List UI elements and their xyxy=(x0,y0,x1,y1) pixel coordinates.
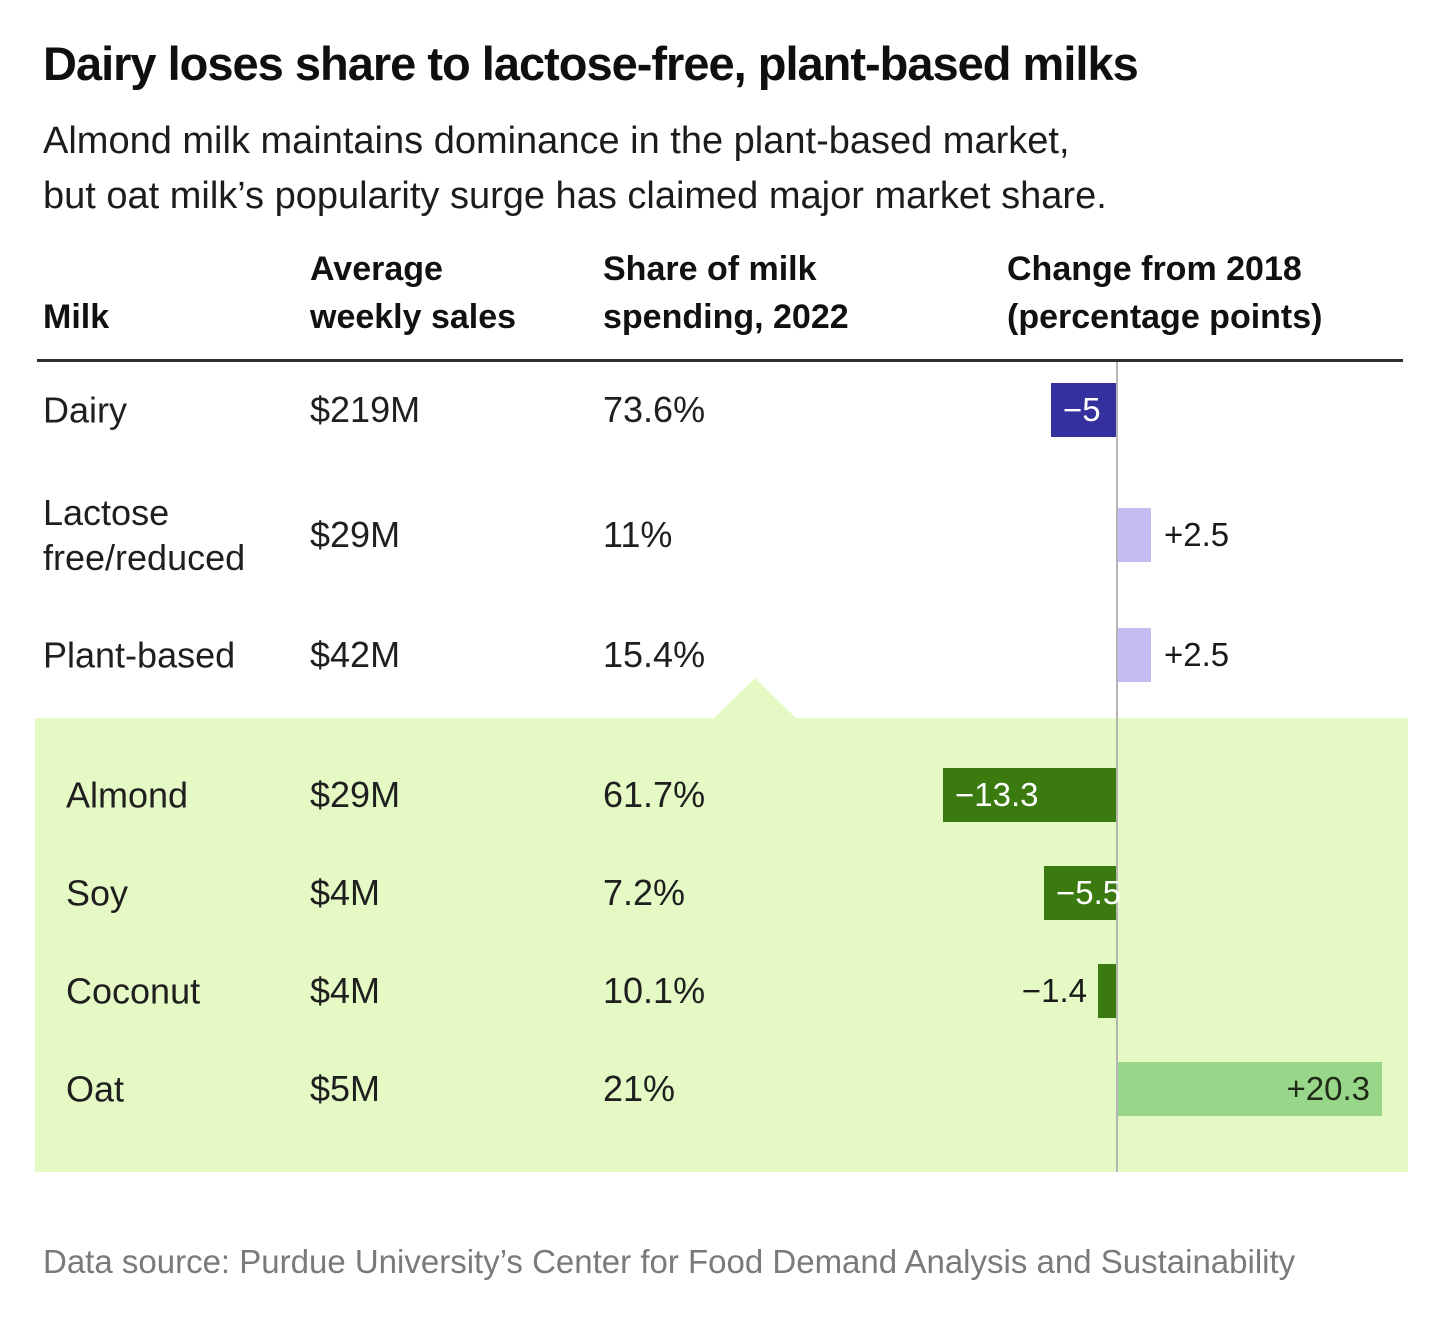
subtitle-line-1: Almond milk maintains dominance in the p… xyxy=(43,120,1070,162)
change-bar-lactose-free: +2.5 xyxy=(1118,508,1229,562)
row-sales: $219M xyxy=(310,389,421,430)
row-sales: $5M xyxy=(310,1068,381,1109)
change-bar-value: +2.5 xyxy=(1164,636,1230,673)
column-header-milk: Milk xyxy=(43,298,110,336)
column-header-share: Share of milk spending, 2022 xyxy=(603,250,849,336)
row-sales: $4M xyxy=(310,970,381,1011)
row-sales: $42M xyxy=(310,634,401,675)
zero-axis-line xyxy=(1116,362,1118,1172)
change-bar-value: +2.5 xyxy=(1164,516,1230,553)
change-bar-value: −1.4 xyxy=(1021,972,1087,1009)
change-bar-value: −5.5 xyxy=(1056,874,1122,911)
row-share: 73.6% xyxy=(603,389,706,430)
row-label: Dairy xyxy=(43,389,128,431)
change-bar-soy: −5.5 xyxy=(1044,866,1121,920)
row-sales: $4M xyxy=(310,872,381,913)
data-source-note: Data source: Purdue University’s Center … xyxy=(43,1243,1296,1280)
column-header-sales: Average weekly sales xyxy=(310,250,517,336)
change-bar-value: −13.3 xyxy=(955,776,1039,813)
row-label: Coconut xyxy=(66,970,201,1012)
change-bar-coconut: −1.4 xyxy=(1022,964,1116,1018)
row-share: 7.2% xyxy=(603,872,686,913)
row-sales: $29M xyxy=(310,774,401,815)
change-bar-plant-based: +2.5 xyxy=(1118,628,1229,682)
change-bar-value: −5 xyxy=(1063,391,1101,428)
change-bar-oat: +20.3 xyxy=(1118,1062,1382,1116)
row-label: Almond xyxy=(66,774,189,816)
change-bar-dairy: −5 xyxy=(1051,383,1116,437)
page-title: Dairy loses share to lactose-free, plant… xyxy=(43,37,1139,90)
column-header-change: Change from 2018 (percentage points) xyxy=(1007,250,1323,336)
row-share: 10.1% xyxy=(603,970,706,1011)
row-share: 61.7% xyxy=(603,774,706,815)
row-sales: $29M xyxy=(310,514,401,555)
subtitle-line-2: but oat milk’s popularity surge has clai… xyxy=(43,175,1107,217)
row-share: 11% xyxy=(603,514,673,555)
row-share: 21% xyxy=(603,1068,676,1109)
change-bar-value: +20.3 xyxy=(1286,1070,1371,1107)
row-label: Soy xyxy=(66,872,129,914)
change-bar-almond: −13.3 xyxy=(943,768,1116,822)
row-share: 15.4% xyxy=(603,634,706,675)
header-divider-rule xyxy=(37,359,1403,362)
row-label: Lactose free/reduced xyxy=(43,492,246,578)
highlight-panel-arrow xyxy=(714,678,796,718)
row-label: Oat xyxy=(66,1068,125,1110)
page-subtitle: Almond milk maintains dominance in the p… xyxy=(43,114,1403,224)
row-label: Plant-based xyxy=(43,634,236,676)
